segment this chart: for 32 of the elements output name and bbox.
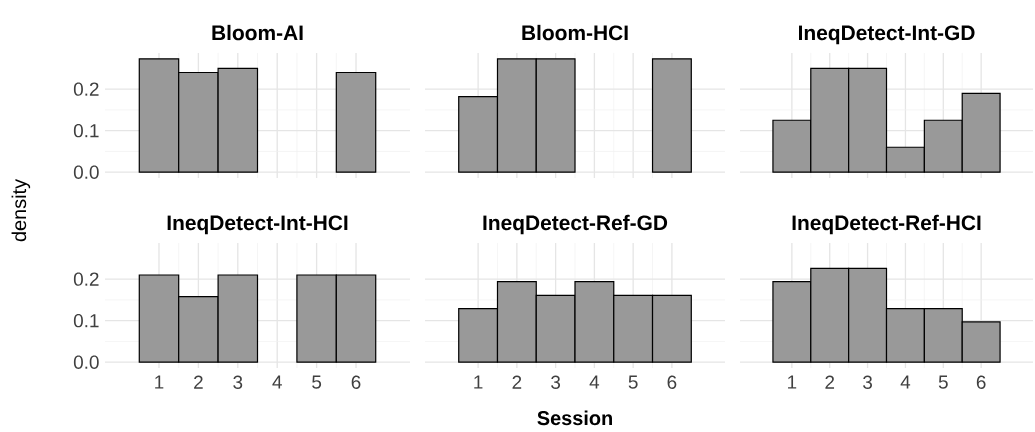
y-tick-label: 0.0 — [73, 165, 99, 179]
y-tick-label: 0.2 — [73, 272, 99, 286]
y-tick-label: 0.0 — [73, 355, 99, 369]
x-tick-label: 4 — [589, 375, 600, 389]
x-tick-label: 2 — [194, 375, 203, 389]
x-axis-title: Session — [537, 410, 612, 426]
x-tick-label: 3 — [551, 375, 561, 389]
chart-title: IneqDetect-Ref-HCI — [792, 214, 981, 235]
x-tick-label: 6 — [976, 375, 986, 389]
chart-title: Bloom-HCI — [522, 24, 628, 41]
chart-title: IneqDetect-Int-GD — [799, 25, 975, 45]
chart-title: IneqDetect-Ref-GD — [483, 214, 668, 235]
x-tick-label: 1 — [474, 375, 483, 389]
x-tick-label: 2 — [825, 375, 835, 389]
x-tick-label: 4 — [900, 375, 911, 389]
chart-title: Bloom-AI — [212, 24, 303, 41]
x-tick-label: 1 — [155, 375, 164, 389]
x-tick-label: 5 — [938, 375, 948, 389]
x-tick-label: 3 — [233, 375, 243, 389]
x-tick-label: 6 — [667, 375, 677, 389]
x-tick-label: 4 — [272, 375, 282, 389]
y-tick-label: 0.1 — [73, 123, 99, 138]
x-tick-label: 3 — [863, 375, 873, 389]
y-tick-label: 0.1 — [73, 313, 99, 328]
y-tick-label: 0.2 — [73, 82, 99, 96]
x-tick-label: 1 — [788, 375, 797, 389]
y-axis-title: density — [11, 178, 31, 242]
x-tick-label: 5 — [628, 375, 638, 389]
x-tick-label: 2 — [512, 375, 522, 389]
x-tick-label: 5 — [312, 375, 322, 389]
x-tick-label: 6 — [351, 375, 361, 389]
chart-title: IneqDetect-Int-HCI — [167, 215, 348, 235]
